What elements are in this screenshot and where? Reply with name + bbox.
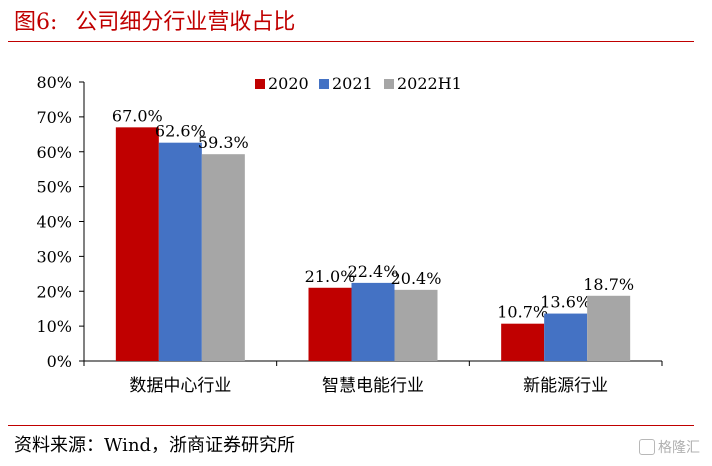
y-tick-label: 80% — [36, 73, 72, 92]
watermark-logo-icon — [639, 439, 655, 455]
bar-2022H1 — [394, 289, 438, 361]
y-tick-label: 40% — [36, 213, 72, 232]
x-category-label: 智慧电能行业 — [322, 376, 424, 396]
data-label: 18.7% — [583, 275, 634, 294]
y-tick-label: 10% — [36, 317, 72, 336]
legend-swatch — [384, 79, 394, 89]
legend-swatch — [255, 79, 265, 89]
watermark: 格隆汇 — [639, 437, 700, 457]
figure-title: 图6: 公司细分行业营收占比 — [14, 4, 295, 36]
data-label: 67.0% — [112, 106, 163, 125]
data-label: 59.3% — [198, 133, 249, 152]
bar-2021 — [544, 313, 588, 361]
y-tick-label: 0% — [47, 352, 72, 371]
source-note: 资料来源：Wind，浙商证券研究所 — [14, 435, 296, 456]
y-tick-label: 60% — [36, 143, 72, 162]
data-label: 10.7% — [497, 303, 548, 322]
bar-2020 — [308, 287, 352, 361]
figure-title-text: 公司细分行业营收占比 — [75, 10, 296, 35]
footer-rule — [8, 425, 694, 426]
data-label: 22.4% — [348, 262, 399, 281]
legend-label: 2020 — [268, 74, 309, 93]
bar-2022H1 — [201, 154, 245, 361]
x-category-label: 数据中心行业 — [129, 376, 231, 396]
legend-label: 2022H1 — [397, 74, 462, 93]
x-category-label: 新能源行业 — [523, 376, 608, 396]
y-tick-label: 20% — [36, 282, 72, 301]
watermark-text: 格隆汇 — [658, 440, 700, 456]
bar-2022H1 — [587, 295, 631, 361]
bar-2021 — [158, 142, 202, 361]
bar-2020 — [115, 127, 159, 362]
bar-2020 — [501, 323, 545, 361]
title-rule — [8, 41, 694, 42]
bar-2021 — [351, 282, 395, 361]
data-label: 13.6% — [540, 293, 591, 312]
y-tick-label: 50% — [36, 178, 72, 197]
figure-label: 图6: — [14, 10, 58, 35]
data-label: 62.6% — [155, 122, 206, 141]
legend-swatch — [319, 79, 329, 89]
legend-label: 2021 — [332, 74, 373, 93]
data-label: 20.4% — [391, 269, 442, 288]
data-label: 21.0% — [305, 267, 356, 286]
y-tick-label: 30% — [36, 247, 72, 266]
y-tick-label: 70% — [36, 108, 72, 127]
